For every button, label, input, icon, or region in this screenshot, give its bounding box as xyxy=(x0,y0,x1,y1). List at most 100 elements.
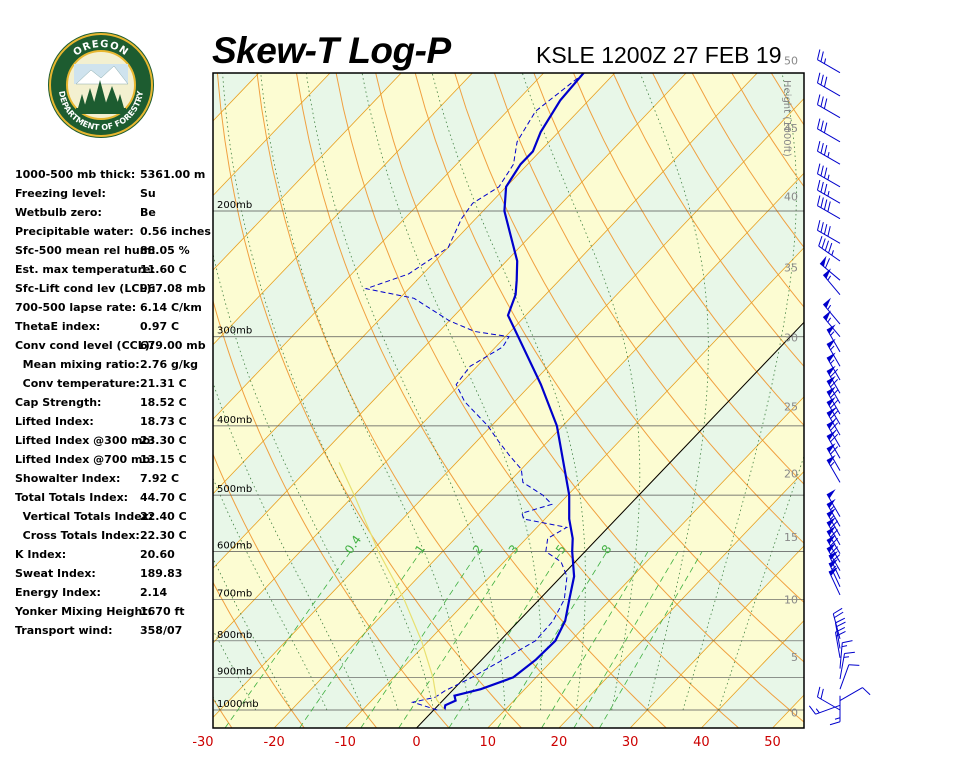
index-label: Freezing level: xyxy=(15,187,106,200)
height-tick-label: 30 xyxy=(784,332,798,345)
wind-barb-half-feather xyxy=(832,429,837,435)
pressure-label: 300mb xyxy=(217,326,252,337)
wind-barb-staff xyxy=(817,205,841,220)
mixing-ratio-line xyxy=(573,551,679,728)
wind-barb-feather xyxy=(830,529,839,538)
index-value: 967.08 mb xyxy=(140,282,206,295)
wind-barb xyxy=(839,687,871,701)
page-title: Skew-T Log-P xyxy=(212,30,451,71)
dry-adiabat xyxy=(213,298,450,728)
height-tick-label: 0 xyxy=(791,706,798,719)
wind-barb-feather xyxy=(820,120,824,131)
mixing-ratio-line xyxy=(541,551,649,728)
wind-barb-staff xyxy=(834,632,841,658)
wind-barb-staff xyxy=(839,664,850,690)
height-tick-label: 45 xyxy=(784,122,798,135)
wind-barb-feather xyxy=(818,236,823,247)
wind-barb xyxy=(826,324,841,353)
dry-adiabat xyxy=(213,697,233,728)
wind-barb-staff xyxy=(839,687,863,701)
pressure-label: 200mb xyxy=(217,200,252,211)
wind-barb-staff xyxy=(834,622,841,649)
wind-barb-flag xyxy=(820,255,827,267)
wind-barb xyxy=(839,651,855,680)
dry-adiabat xyxy=(851,73,960,728)
wind-barb-half-feather xyxy=(830,461,835,467)
wind-barb-flag xyxy=(827,375,836,386)
wind-barb-feather xyxy=(816,195,821,206)
wind-barb xyxy=(819,255,841,281)
index-value: 11.60 C xyxy=(140,263,187,276)
wind-barb-feather xyxy=(820,222,824,233)
wind-barb-feather xyxy=(820,688,824,700)
index-label: Vertical Totals Index: xyxy=(15,510,154,523)
height-tick-label: 25 xyxy=(784,401,798,414)
logo-tree-icon xyxy=(78,80,124,110)
logo-mountain-icon xyxy=(75,65,129,85)
x-tick-label: -30 xyxy=(192,735,213,750)
wind-barb-flag xyxy=(829,551,839,560)
moist-adiabat xyxy=(213,557,292,711)
wind-barb-half-feather xyxy=(834,717,841,720)
index-value: 0.56 inches xyxy=(140,225,211,238)
index-label: Conv cond level (CCL): xyxy=(15,339,155,352)
wind-barb-staff xyxy=(817,59,841,74)
isotherm-line xyxy=(213,73,402,271)
isotherm-band xyxy=(213,73,402,271)
index-value: 20.60 xyxy=(140,548,175,561)
station-time-label: KSLE 1200Z 27 FEB 19 xyxy=(536,42,782,68)
x-tick-label: 30 xyxy=(622,735,639,750)
moist-adiabat xyxy=(682,73,797,711)
wind-barb-half-feather xyxy=(827,317,832,323)
wind-barb-feather xyxy=(816,179,821,191)
moist-adiabat xyxy=(639,73,709,711)
wind-barb-staff xyxy=(832,613,841,640)
height-tick-label: 40 xyxy=(784,191,798,204)
wind-barb-half-feather xyxy=(827,275,832,281)
wind-barb-feather xyxy=(823,144,828,156)
index-label: Sfc-Lift cond lev (LCL): xyxy=(15,282,156,295)
wind-barbs-column xyxy=(808,49,871,726)
height-tick-label: 10 xyxy=(784,593,798,606)
index-label: Energy Index: xyxy=(15,586,101,599)
wind-barb-flag xyxy=(827,443,836,453)
wind-barb-feather xyxy=(848,664,860,666)
moist-adiabat xyxy=(260,73,470,711)
moist-adiabat xyxy=(213,477,328,711)
wind-barb-feather xyxy=(816,686,821,698)
isotherm-line xyxy=(487,396,804,728)
wind-barb xyxy=(816,179,841,204)
isotherm-line xyxy=(213,73,331,197)
wind-barb-half-feather xyxy=(831,250,834,256)
index-label: ThetaE index: xyxy=(15,320,101,333)
wind-barb-feather xyxy=(824,258,831,269)
wind-barb xyxy=(828,558,841,587)
dry-adiabat xyxy=(573,73,804,427)
dry-adiabat xyxy=(296,73,667,728)
wind-barb xyxy=(816,118,841,143)
wind-barb-feather xyxy=(830,368,839,378)
wind-barb-staff xyxy=(817,128,841,143)
x-tick-label: 10 xyxy=(479,735,496,750)
wind-barb-feather xyxy=(862,687,871,696)
wind-barb xyxy=(826,498,841,527)
index-value: 6.14 C/km xyxy=(140,301,202,314)
wind-barb-feather xyxy=(835,621,846,628)
wind-barb-staff xyxy=(817,150,841,165)
index-value: 5361.00 m xyxy=(140,168,206,181)
index-label: Yonker Mixing Height: xyxy=(15,605,152,618)
wind-barb-flag xyxy=(827,498,836,509)
wind-barb-feather xyxy=(816,72,821,84)
wind-barb xyxy=(839,640,853,669)
wind-barb-feather xyxy=(831,554,841,562)
wind-barb-feather xyxy=(820,197,824,208)
moist-adiabat xyxy=(361,73,542,711)
wind-barb-half-feather xyxy=(827,152,830,158)
wind-barb-feather xyxy=(842,640,853,644)
wind-barb xyxy=(808,704,841,715)
temperature-profile xyxy=(443,73,586,711)
wind-barb-flag xyxy=(827,526,836,536)
x-tick-label: -10 xyxy=(335,735,356,750)
pressure-label: 500mb xyxy=(217,484,252,495)
logo-ground xyxy=(76,108,126,114)
